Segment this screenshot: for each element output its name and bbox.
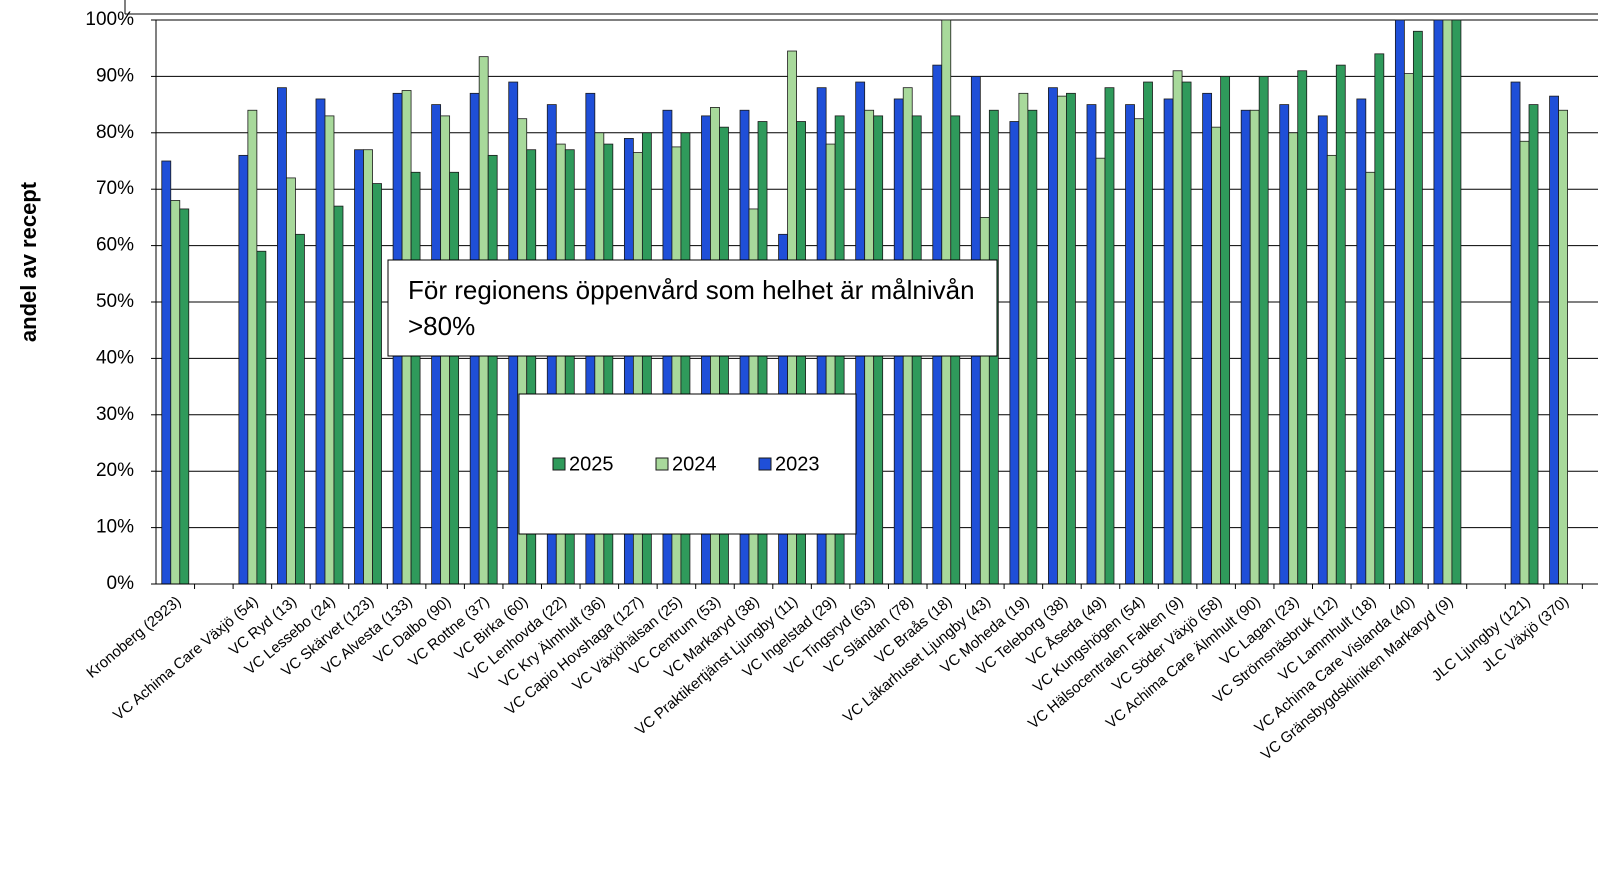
bar: [1317, 115, 1328, 585]
bar: [1018, 92, 1029, 585]
bar: [286, 177, 296, 585]
bar: [1095, 157, 1106, 585]
y-tick-label: 0%: [107, 573, 135, 594]
bar: [1027, 109, 1038, 585]
bar: [1558, 109, 1568, 585]
y-axis-label: andel av recept: [16, 181, 41, 342]
bar: [449, 171, 460, 585]
bar: [1365, 171, 1376, 585]
legend-swatch: [655, 457, 669, 471]
bar: [324, 115, 335, 585]
bar: [410, 171, 421, 585]
bar: [1528, 104, 1539, 585]
x-tick-label: VC Achima Care Växjö (54): [110, 593, 261, 724]
bar: [372, 183, 382, 585]
bar: [1510, 81, 1521, 585]
bar: [1240, 109, 1251, 585]
legend-label: 2023: [775, 453, 820, 475]
bar: [1549, 95, 1559, 585]
bar: [295, 233, 305, 585]
bar: [487, 154, 498, 585]
bar: [1163, 98, 1174, 585]
legend-swatch: [552, 457, 566, 471]
bar: [1066, 92, 1076, 585]
bar: [1009, 121, 1020, 585]
bar: [1442, 19, 1453, 585]
bar: [1048, 87, 1058, 585]
bar: [1335, 64, 1346, 585]
y-tick-label: 10%: [96, 517, 134, 538]
bar: [256, 250, 267, 585]
bar: [277, 87, 287, 585]
bar: [1394, 19, 1405, 585]
legend-label: 2025: [569, 453, 614, 475]
bar: [1326, 154, 1337, 585]
bar: [1451, 19, 1462, 585]
bar: [1211, 126, 1222, 585]
bar: [1172, 70, 1183, 585]
bar: [238, 154, 249, 585]
y-tick-label: 60%: [96, 235, 134, 256]
bar: [1220, 76, 1231, 585]
bar: [1258, 76, 1269, 585]
bar: [1279, 104, 1290, 585]
bar: [1433, 19, 1444, 585]
y-tick-label: 90%: [96, 65, 134, 86]
bar: [333, 205, 344, 585]
bar: [1202, 92, 1213, 585]
bar: [1356, 98, 1367, 585]
y-tick-label: 100%: [85, 9, 134, 30]
bar: [1125, 104, 1135, 585]
bar: [315, 98, 326, 585]
bar: [1374, 53, 1385, 585]
legend-box: [518, 393, 857, 535]
bar: [363, 149, 373, 585]
bar: [1412, 30, 1423, 585]
bar: [1288, 132, 1299, 585]
bar: [1057, 95, 1067, 585]
bar: [1297, 70, 1308, 585]
bar: [1181, 81, 1192, 585]
y-tick-label: 20%: [96, 460, 134, 481]
y-tick-label: 80%: [96, 122, 134, 143]
bar: [1143, 81, 1153, 585]
bar: [1086, 104, 1097, 585]
y-tick-label: 30%: [96, 404, 134, 425]
annotation-box: [387, 259, 998, 357]
y-tick-label: 70%: [96, 178, 134, 199]
bar: [161, 160, 172, 585]
bar: [354, 149, 364, 585]
bar: [179, 208, 190, 585]
bar: [1519, 140, 1530, 585]
bar: [170, 200, 181, 585]
legend-swatch: [758, 457, 772, 471]
legend-label: 2024: [672, 453, 717, 475]
annotation: För regionens öppenvård som helhet är må…: [408, 275, 975, 341]
bar: [1104, 87, 1115, 585]
bar: [1403, 73, 1414, 585]
y-tick-label: 40%: [96, 347, 134, 368]
bar: [1249, 109, 1260, 585]
bar: [1134, 118, 1144, 585]
y-tick-label: 50%: [96, 291, 134, 312]
bar: [247, 109, 258, 585]
